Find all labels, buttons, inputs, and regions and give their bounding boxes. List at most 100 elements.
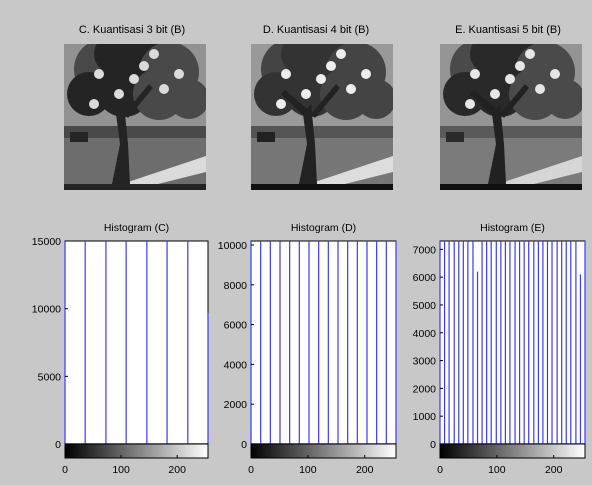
y-tick-label: 4000 — [224, 359, 248, 371]
branch — [500, 84, 529, 118]
x-tick-label: 0 — [62, 464, 68, 476]
grayscale-colorbar — [250, 443, 397, 459]
canopy-highlight — [470, 69, 480, 79]
plot-area — [64, 240, 209, 445]
x-tick-label: 0 — [248, 464, 254, 476]
canopy-highlight — [361, 69, 371, 79]
trunk — [112, 104, 130, 184]
x-tick-label: 100 — [112, 464, 130, 476]
y-tick-label: 8000 — [224, 280, 248, 292]
x-tick-label: 200 — [168, 464, 186, 476]
canopy-highlight — [316, 74, 326, 84]
canopy-highlight — [505, 74, 515, 84]
y-tick-label: 0 — [241, 439, 247, 451]
image-title-c: C. Kuantisasi 3 bit (B) — [78, 24, 186, 36]
canopy-highlight — [490, 89, 500, 99]
grayscale-colorbar — [439, 443, 586, 459]
y-tick-label: 5000 — [413, 300, 437, 312]
x-tick-label: 100 — [488, 464, 506, 476]
plot-area — [439, 240, 586, 445]
hedge — [440, 126, 582, 138]
canopy-blob — [281, 44, 321, 74]
canopy-blob — [94, 44, 134, 74]
y-tick-label: 1000 — [413, 411, 437, 423]
shadow — [440, 184, 582, 190]
canopy-highlight — [346, 84, 356, 94]
plot-area — [250, 240, 397, 445]
canopy-blob — [443, 72, 487, 116]
canopy-highlight — [159, 84, 169, 94]
canopy-highlight — [535, 84, 545, 94]
canopy-highlight — [515, 61, 525, 71]
shadow — [251, 184, 393, 190]
y-tick-label: 3000 — [413, 356, 437, 368]
canopy-highlight — [94, 69, 104, 79]
y-tick-label: 6000 — [224, 320, 248, 332]
branch — [281, 90, 311, 119]
shadow — [64, 184, 206, 190]
canopy-highlight — [465, 99, 475, 109]
canopy-highlight — [174, 69, 184, 79]
histogram-1: Histogram (D) 0 2000 4000 6000 8000 10000 0 100 2… — [218, 222, 397, 476]
y-tick-label: 6000 — [413, 272, 437, 284]
canopy-highlight — [550, 69, 560, 79]
histogram-0: Histogram (C) 0 5000 10000 15000 0 100 200 — [32, 222, 209, 476]
canopy-blob — [67, 72, 111, 116]
y-tick-label: 10000 — [218, 240, 247, 252]
y-tick-label: 2000 — [224, 399, 248, 411]
y-tick-label: 4000 — [413, 328, 437, 340]
canopy-blob — [470, 44, 510, 74]
canopy-highlight — [336, 49, 346, 59]
y-tick-label: 2000 — [413, 383, 437, 395]
y-tick-label: 5000 — [38, 371, 62, 383]
canopy-highlight — [149, 49, 159, 59]
canopy-highlight — [326, 61, 336, 71]
tree-photo-5bit-image — [440, 44, 582, 190]
image-title-e: E. Kuantisasi 5 bit (B) — [455, 24, 561, 36]
y-tick-label: 0 — [430, 439, 436, 451]
histogram-title: Histogram (C) — [104, 222, 169, 234]
branch — [311, 84, 340, 118]
canopy-highlight — [276, 99, 286, 109]
image-title-d: D. Kuantisasi 4 bit (B) — [262, 24, 370, 36]
x-tick-label: 100 — [299, 464, 317, 476]
hedge — [251, 126, 393, 138]
y-tick-label: 0 — [55, 439, 61, 451]
canopy-highlight — [281, 69, 291, 79]
y-tick-label: 15000 — [32, 236, 61, 248]
x-tick-label: 0 — [437, 464, 443, 476]
canopy-blob — [356, 79, 393, 119]
cart — [446, 132, 464, 142]
canopy-highlight — [129, 74, 139, 84]
branch — [94, 90, 124, 119]
trunk — [299, 104, 317, 184]
histogram-title: Histogram (D) — [291, 222, 356, 234]
grayscale-colorbar — [64, 443, 209, 459]
canopy-blob — [254, 72, 298, 116]
tree-photo-3bit-image — [64, 44, 206, 190]
canopy-highlight — [525, 49, 535, 59]
canopy-blob — [169, 79, 206, 119]
x-tick-label: 200 — [356, 464, 374, 476]
canopy-highlight — [301, 89, 311, 99]
y-tick-label: 7000 — [413, 244, 437, 256]
tree-photo-5bit — [440, 44, 582, 190]
x-tick-label: 200 — [545, 464, 563, 476]
tree-photo-3bit — [64, 44, 206, 190]
y-tick-label: 10000 — [32, 304, 61, 316]
canopy-highlight — [114, 89, 124, 99]
cart — [257, 132, 275, 142]
branch — [124, 84, 153, 118]
canopy-highlight — [89, 99, 99, 109]
canopy-highlight — [139, 61, 149, 71]
trunk — [488, 104, 506, 184]
histogram-title: Histogram (E) — [480, 222, 545, 234]
canopy-blob — [545, 79, 582, 119]
tree-photo-4bit — [251, 44, 393, 190]
hedge — [64, 126, 206, 138]
histogram-2: Histogram (E)010002000300040005000600070… — [413, 222, 586, 476]
cart — [70, 132, 88, 142]
branch — [470, 90, 500, 119]
tree-photo-4bit-image — [251, 44, 393, 190]
